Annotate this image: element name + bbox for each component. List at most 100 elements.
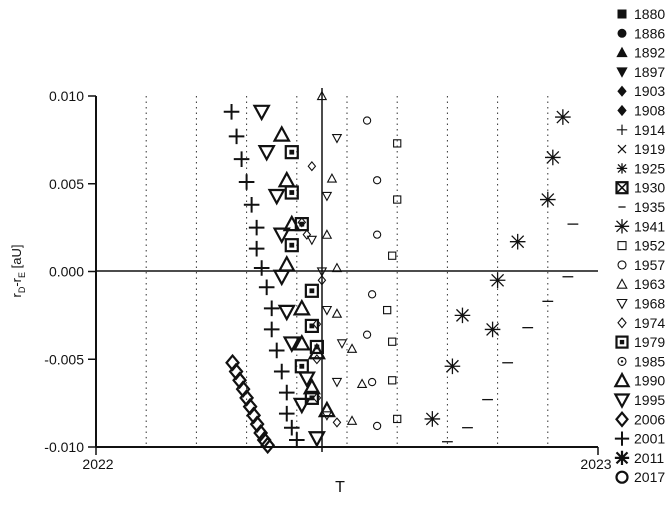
data-point-1957 xyxy=(367,290,377,299)
data-point-1979 xyxy=(284,185,299,200)
x-axis-label: T xyxy=(335,479,345,496)
data-point-2001 xyxy=(263,321,280,338)
data-point-1952 xyxy=(393,414,402,424)
legend-label-1974: 1974 xyxy=(634,315,665,331)
data-point-1963 xyxy=(331,262,343,273)
data-point-2001 xyxy=(248,219,265,236)
legend-label-1914: 1914 xyxy=(634,122,665,138)
data-point-1990 xyxy=(277,170,296,188)
data-point-1995 xyxy=(277,304,296,322)
legend-marker-1952 xyxy=(617,241,627,251)
data-point-1968 xyxy=(336,339,348,349)
y-axis-label-r: r xyxy=(9,293,24,298)
data-point-1979 xyxy=(304,283,319,298)
legend-marker-1892 xyxy=(616,46,628,58)
data-point-1941 xyxy=(489,272,506,289)
legend-label-1935: 1935 xyxy=(634,199,665,215)
data-point-1952 xyxy=(388,376,397,385)
legend: 1880 1886 1892 1897 1903 1908 1914 1919 1925 1930… xyxy=(613,6,665,485)
data-point-1995 xyxy=(272,269,291,287)
data-point-1957 xyxy=(372,230,382,239)
legend-marker-1897 xyxy=(616,67,628,78)
data-point-1995 xyxy=(252,104,271,122)
legend-label-2001: 2001 xyxy=(634,431,665,447)
data-point-1941 xyxy=(509,233,526,250)
legend-label-1952: 1952 xyxy=(634,238,665,254)
data-point-1963 xyxy=(356,378,368,388)
data-point-1990 xyxy=(272,125,291,142)
y-tick-label: 0.000 xyxy=(49,264,84,280)
data-point-2001 xyxy=(258,279,275,296)
x-tick-label: 2023 xyxy=(580,456,611,472)
x-ticks: 2022 2023 xyxy=(82,447,612,472)
y-ticks: 0.010 0.005 0.000 -0.005 -0.010 xyxy=(44,88,96,455)
data-point-1963 xyxy=(331,308,343,318)
legend-marker-1925 xyxy=(616,163,628,174)
data-point-1968 xyxy=(321,191,333,202)
data-point-2001 xyxy=(233,151,250,167)
data-point-1941 xyxy=(424,411,441,427)
y-tick-label: -0.005 xyxy=(44,351,84,367)
data-point-1963 xyxy=(346,343,358,353)
legend-label-1886: 1886 xyxy=(634,25,665,41)
legend-label-1963: 1963 xyxy=(634,276,665,292)
legend-label-1968: 1968 xyxy=(634,296,665,312)
legend-marker-1957 xyxy=(617,260,627,270)
legend-label-1995: 1995 xyxy=(634,392,665,408)
legend-marker-2017 xyxy=(615,470,629,484)
data-point-1990 xyxy=(277,254,296,272)
data-point-1995 xyxy=(307,431,326,448)
data-point-2001 xyxy=(223,103,240,120)
legend-label-1880: 1880 xyxy=(634,6,665,22)
data-point-1957 xyxy=(367,377,377,387)
legend-marker-1979 xyxy=(615,335,629,349)
legend-marker-1974 xyxy=(617,317,627,329)
legend-marker-1995 xyxy=(613,393,631,409)
data-point-1963 xyxy=(346,415,358,425)
legend-label-1897: 1897 xyxy=(634,64,665,80)
data-point-1957 xyxy=(362,330,372,339)
data-point-1952 xyxy=(388,251,397,260)
data-point-1990 xyxy=(317,400,336,418)
data-points xyxy=(223,90,579,455)
legend-marker-1985 xyxy=(617,356,627,366)
y-axis-label-sub2: E xyxy=(17,272,27,278)
legend-marker-1963 xyxy=(616,278,628,289)
legend-marker-1880 xyxy=(617,9,627,19)
legend-marker-1886 xyxy=(617,28,627,38)
data-point-1990 xyxy=(292,333,311,351)
y-axis-label-unit: [aU] xyxy=(9,245,24,272)
data-point-2001 xyxy=(228,128,245,145)
data-point-1957 xyxy=(362,116,372,125)
data-point-1979 xyxy=(284,145,299,160)
data-point-1974 xyxy=(307,161,317,172)
data-point-1968 xyxy=(316,267,328,277)
data-point-1990 xyxy=(282,214,301,232)
legend-marker-1919 xyxy=(617,144,627,154)
data-point-1990 xyxy=(292,298,311,316)
legend-label-1957: 1957 xyxy=(634,257,665,273)
y-axis-label-mid: -r xyxy=(9,277,24,286)
legend-label-1930: 1930 xyxy=(634,180,665,196)
data-point-1941 xyxy=(545,149,561,166)
data-point-1968 xyxy=(321,305,333,316)
data-point-1952 xyxy=(383,305,392,315)
legend-label-1941: 1941 xyxy=(634,218,665,234)
data-point-1974 xyxy=(297,217,307,228)
data-point-1979 xyxy=(304,318,319,334)
y-tick-label: -0.010 xyxy=(44,439,84,455)
legend-label-1979: 1979 xyxy=(634,334,665,350)
y-axis-label-text: rD-rE [aU] xyxy=(9,245,27,298)
data-point-1979 xyxy=(284,238,299,253)
data-point-1995 xyxy=(267,188,286,206)
data-point-2001 xyxy=(238,174,255,190)
legend-marker-2001 xyxy=(614,431,630,446)
data-point-1941 xyxy=(484,321,501,338)
legend-label-1892: 1892 xyxy=(634,45,665,61)
y-tick-label: 0.010 xyxy=(49,88,84,104)
legend-marker-2011 xyxy=(614,450,630,466)
y-axis-label-sub1: D xyxy=(17,286,27,293)
data-point-1952 xyxy=(393,139,402,148)
data-point-1941 xyxy=(540,191,556,208)
data-point-1957 xyxy=(372,176,382,185)
